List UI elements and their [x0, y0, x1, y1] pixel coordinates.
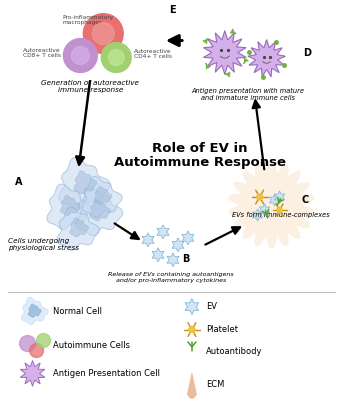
Text: Antigen presentation with mature
and immature immune cells: Antigen presentation with mature and imm…: [191, 87, 304, 100]
Circle shape: [108, 50, 124, 66]
Polygon shape: [187, 372, 197, 399]
Polygon shape: [47, 184, 92, 230]
Text: Autoreactive
CD8+ T cells: Autoreactive CD8+ T cells: [23, 48, 61, 58]
Polygon shape: [70, 218, 88, 237]
Polygon shape: [74, 171, 97, 194]
Circle shape: [101, 42, 131, 72]
Circle shape: [63, 38, 97, 72]
Circle shape: [189, 326, 195, 332]
Polygon shape: [94, 186, 112, 204]
Text: Normal Cell: Normal Cell: [54, 307, 103, 316]
Polygon shape: [28, 304, 41, 317]
Text: Autoreactive
CD4+ T cells: Autoreactive CD4+ T cells: [134, 48, 172, 59]
Polygon shape: [252, 209, 263, 221]
Text: A: A: [15, 177, 22, 187]
Polygon shape: [90, 200, 110, 221]
Polygon shape: [142, 233, 154, 247]
Polygon shape: [20, 360, 45, 386]
Circle shape: [29, 344, 44, 358]
Text: EVs form immune-complexes: EVs form immune-complexes: [232, 212, 329, 218]
Circle shape: [277, 207, 282, 213]
Polygon shape: [21, 297, 48, 324]
Text: Autoimmune Cells: Autoimmune Cells: [54, 341, 130, 350]
Circle shape: [37, 334, 50, 348]
Circle shape: [71, 46, 89, 64]
Polygon shape: [269, 194, 280, 206]
Polygon shape: [228, 161, 315, 249]
Polygon shape: [259, 204, 270, 216]
Text: Platelet: Platelet: [206, 325, 238, 334]
Polygon shape: [248, 40, 285, 77]
Circle shape: [257, 194, 263, 200]
Text: D: D: [304, 48, 311, 58]
Circle shape: [20, 336, 36, 352]
Text: Release of EVs containing autoantigens
and/or pro-inflammatory cytokines: Release of EVs containing autoantigens a…: [108, 272, 234, 282]
Text: B: B: [182, 254, 189, 264]
Text: Autoimmune Response: Autoimmune Response: [114, 156, 286, 169]
Polygon shape: [172, 238, 184, 252]
Circle shape: [83, 14, 123, 54]
Text: Pro-inflammatory
macrophages: Pro-inflammatory macrophages: [62, 15, 114, 26]
Polygon shape: [82, 176, 122, 217]
Polygon shape: [59, 158, 110, 210]
Text: C: C: [301, 195, 309, 205]
Polygon shape: [167, 253, 179, 267]
Polygon shape: [274, 191, 285, 203]
Polygon shape: [60, 196, 80, 216]
Text: Cells undergoing
physiological stress: Cells undergoing physiological stress: [8, 238, 79, 251]
Text: E: E: [169, 5, 176, 15]
Text: Generation of autoreactive
immune response: Generation of autoreactive immune respon…: [41, 80, 139, 94]
Polygon shape: [182, 231, 194, 245]
Polygon shape: [152, 248, 164, 262]
Circle shape: [92, 23, 114, 44]
Text: Autoantibody: Autoantibody: [206, 347, 262, 356]
Text: Role of EV in: Role of EV in: [152, 142, 248, 155]
Polygon shape: [157, 225, 169, 239]
Polygon shape: [57, 207, 99, 250]
Polygon shape: [185, 299, 199, 315]
Polygon shape: [203, 30, 246, 74]
Polygon shape: [76, 188, 123, 236]
Text: Antigen Presentation Cell: Antigen Presentation Cell: [54, 369, 161, 378]
Text: ECM: ECM: [206, 380, 224, 389]
Text: EV: EV: [206, 302, 217, 311]
